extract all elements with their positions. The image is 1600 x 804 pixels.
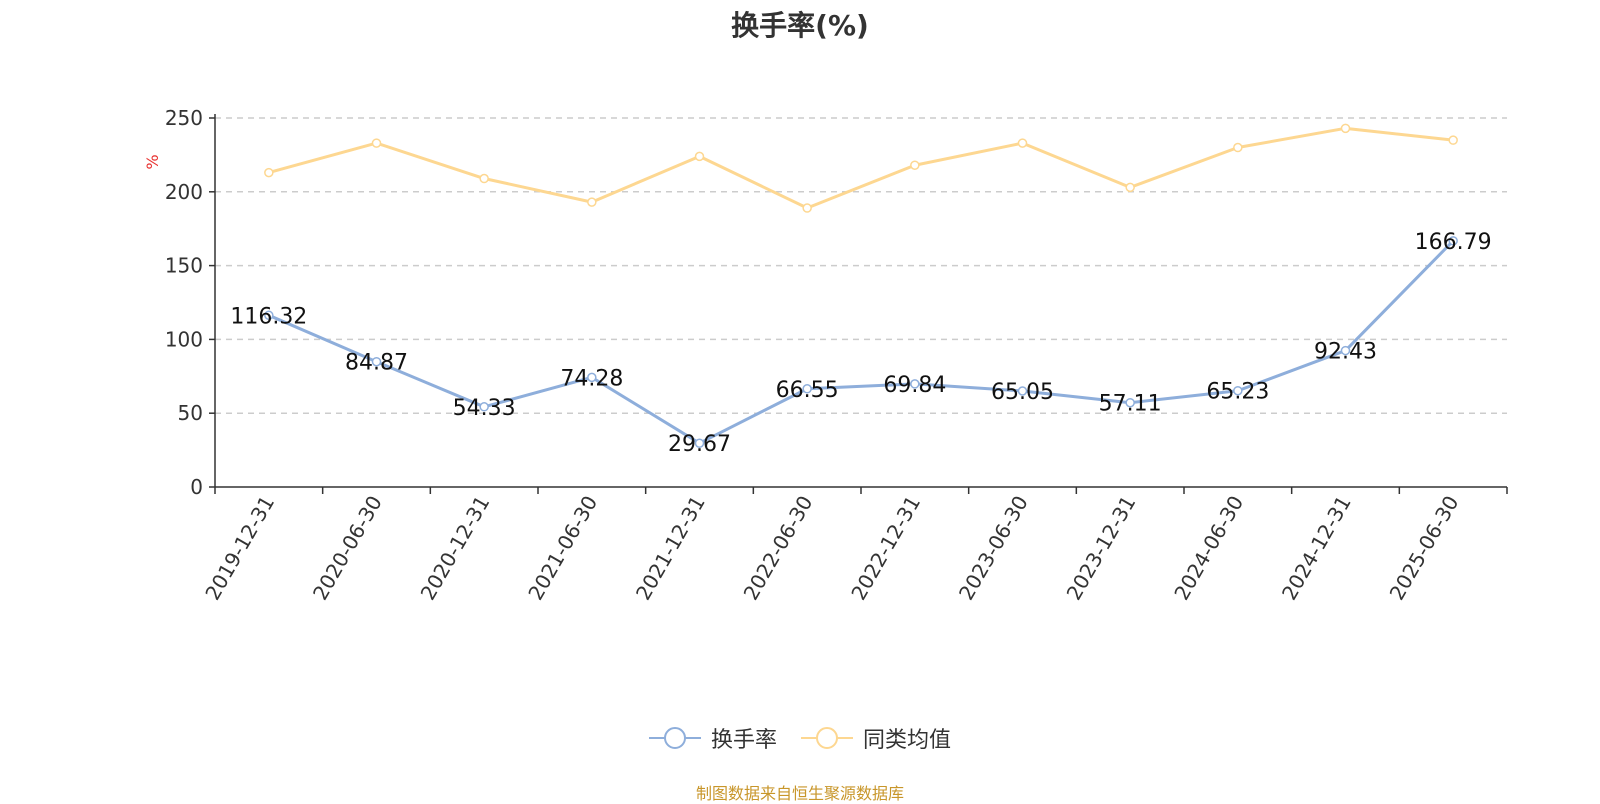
- x-tick-label: 2021-12-31: [631, 492, 710, 605]
- data-point: [371, 138, 382, 148]
- legend-swatch-icon: [801, 725, 853, 751]
- x-tick-label: 2024-06-30: [1169, 492, 1248, 605]
- data-label: 29.67: [668, 432, 731, 457]
- y-tick-label: 50: [178, 401, 203, 425]
- data-point: [910, 160, 920, 170]
- x-tick-label: 2022-12-31: [846, 492, 925, 605]
- data-point: [1125, 397, 1135, 408]
- x-tick-label: 2021-06-30: [523, 492, 602, 605]
- data-label: 74.28: [560, 366, 623, 391]
- data-point: [1340, 345, 1351, 356]
- data-point: [264, 167, 274, 178]
- data-label: 54.33: [453, 396, 516, 421]
- data-label: 66.55: [776, 378, 839, 403]
- chart-title: 换手率(%): [731, 9, 869, 42]
- data-point: [479, 402, 489, 412]
- data-point: [1125, 182, 1135, 193]
- data-point: [1017, 386, 1028, 396]
- data-label: 84.87: [345, 351, 408, 376]
- data-label: 166.79: [1415, 230, 1492, 255]
- data-label: 69.84: [883, 373, 946, 398]
- y-tick-label: 250: [165, 106, 203, 130]
- data-point: [802, 384, 812, 394]
- data-point: [587, 197, 597, 207]
- data-point: [1017, 138, 1028, 148]
- x-tick-label: 2022-06-30: [739, 492, 818, 605]
- data-point: [694, 151, 705, 162]
- legend-label-turnover: 换手率: [710, 728, 777, 753]
- data-point: [264, 310, 274, 321]
- data-label: 65.05: [991, 380, 1054, 405]
- data-label: 92.43: [1314, 340, 1377, 365]
- y-tick-label: 0: [190, 475, 203, 499]
- series-line: [268, 126, 1454, 210]
- series-line: [268, 239, 1455, 445]
- x-tick-label: 2019-12-31: [200, 492, 279, 605]
- x-tick-label: 2024-12-31: [1277, 492, 1356, 605]
- data-point: [479, 173, 489, 184]
- x-tick-label: 2023-12-31: [1062, 492, 1141, 605]
- data-point: [1233, 385, 1243, 396]
- data-labels: 116.32 84.87 54.33 74.28 29.67 66.55 69.84 65.0…: [230, 230, 1491, 457]
- y-tick-label: 100: [165, 327, 203, 351]
- y-tick-label: 150: [165, 254, 203, 278]
- legend-swatch-icon: [648, 725, 701, 751]
- source-note: 制图数据来自恒生聚源数据库: [695, 784, 904, 803]
- legend-item-turnover[interactable]: 换手率: [648, 722, 777, 754]
- data-point: [802, 203, 812, 213]
- data-point: [587, 372, 597, 383]
- x-tick-label: 2023-06-30: [954, 492, 1033, 605]
- data-point: [1233, 142, 1243, 153]
- y-axis-label: %: [143, 154, 162, 169]
- legend-label-peer-average: 同类均值: [863, 728, 952, 753]
- data-label: 57.11: [1099, 392, 1162, 417]
- data-point: [1448, 236, 1458, 246]
- series-lines: [264, 123, 1458, 448]
- data-point: [1340, 123, 1351, 134]
- x-tick-label: 2020-06-30: [308, 492, 387, 605]
- x-tick-label: 2020-12-31: [416, 492, 495, 605]
- legend: 换手率 同类均值: [0, 722, 1600, 754]
- legend-item-peer-average[interactable]: 同类均值: [801, 722, 951, 754]
- y-tick-label: 200: [165, 180, 203, 204]
- data-point: [371, 356, 382, 367]
- data-point: [694, 438, 705, 448]
- data-label: 116.32: [230, 304, 307, 329]
- x-tick-label: 2025-06-30: [1385, 492, 1464, 605]
- data-label: 65.23: [1206, 380, 1269, 405]
- grid-lines: [215, 117, 1507, 414]
- data-point: [1448, 135, 1458, 145]
- data-point: [910, 379, 920, 389]
